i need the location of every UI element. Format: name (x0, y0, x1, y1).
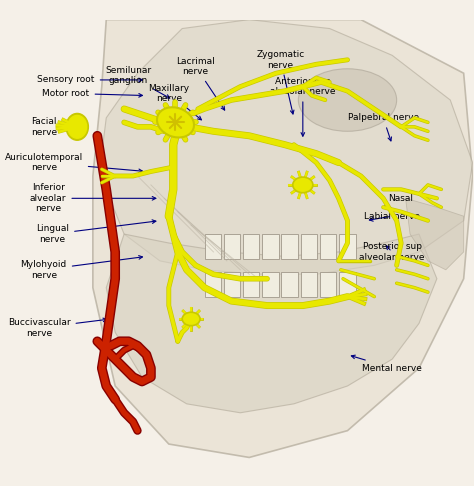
Bar (339, 272, 356, 296)
Polygon shape (106, 234, 437, 413)
Bar (282, 234, 298, 259)
Bar (243, 272, 259, 296)
Text: Semilunar
ganglion: Semilunar ganglion (106, 66, 170, 98)
Bar (301, 234, 317, 259)
Bar (224, 234, 240, 259)
Ellipse shape (182, 312, 200, 326)
Text: Anterior sup
alveolar nerve: Anterior sup alveolar nerve (270, 77, 336, 136)
Text: Lacrimal
nerve: Lacrimal nerve (176, 57, 225, 110)
Bar (224, 272, 240, 296)
Polygon shape (406, 198, 464, 270)
Text: Lingual
nerve: Lingual nerve (36, 220, 156, 244)
Text: Posterior sup
alveolar nerve: Posterior sup alveolar nerve (359, 242, 425, 261)
Bar (320, 272, 337, 296)
Ellipse shape (298, 69, 397, 131)
Text: Zygomatic
nerve: Zygomatic nerve (256, 50, 305, 114)
Ellipse shape (157, 107, 194, 138)
Ellipse shape (68, 116, 87, 138)
Bar (205, 234, 221, 259)
Text: Maxillary
nerve: Maxillary nerve (148, 84, 201, 120)
Bar (320, 234, 337, 259)
Text: Mental nerve: Mental nerve (351, 355, 422, 373)
Ellipse shape (66, 113, 88, 140)
Text: Labial nerve: Labial nerve (364, 212, 420, 221)
Text: Nasal: Nasal (384, 194, 414, 207)
Text: Buccivascular
nerve: Buccivascular nerve (8, 318, 107, 338)
Polygon shape (102, 19, 473, 274)
Text: Palpebral nerve: Palpebral nerve (348, 113, 419, 141)
Text: Inferior
alveolar
nerve: Inferior alveolar nerve (30, 183, 156, 213)
Bar (205, 272, 221, 296)
Text: Mylohyoid
nerve: Mylohyoid nerve (20, 256, 143, 279)
Bar (262, 234, 279, 259)
Polygon shape (93, 19, 473, 457)
Text: Facial
nerve: Facial nerve (31, 117, 80, 137)
Bar (301, 272, 317, 296)
Bar (262, 272, 279, 296)
Bar (282, 272, 298, 296)
Ellipse shape (293, 177, 313, 193)
Text: Auriculotemporal
nerve: Auriculotemporal nerve (5, 153, 143, 173)
Bar (243, 234, 259, 259)
Text: Sensory root: Sensory root (37, 75, 142, 85)
Text: Motor root: Motor root (43, 89, 142, 98)
Bar (339, 234, 356, 259)
